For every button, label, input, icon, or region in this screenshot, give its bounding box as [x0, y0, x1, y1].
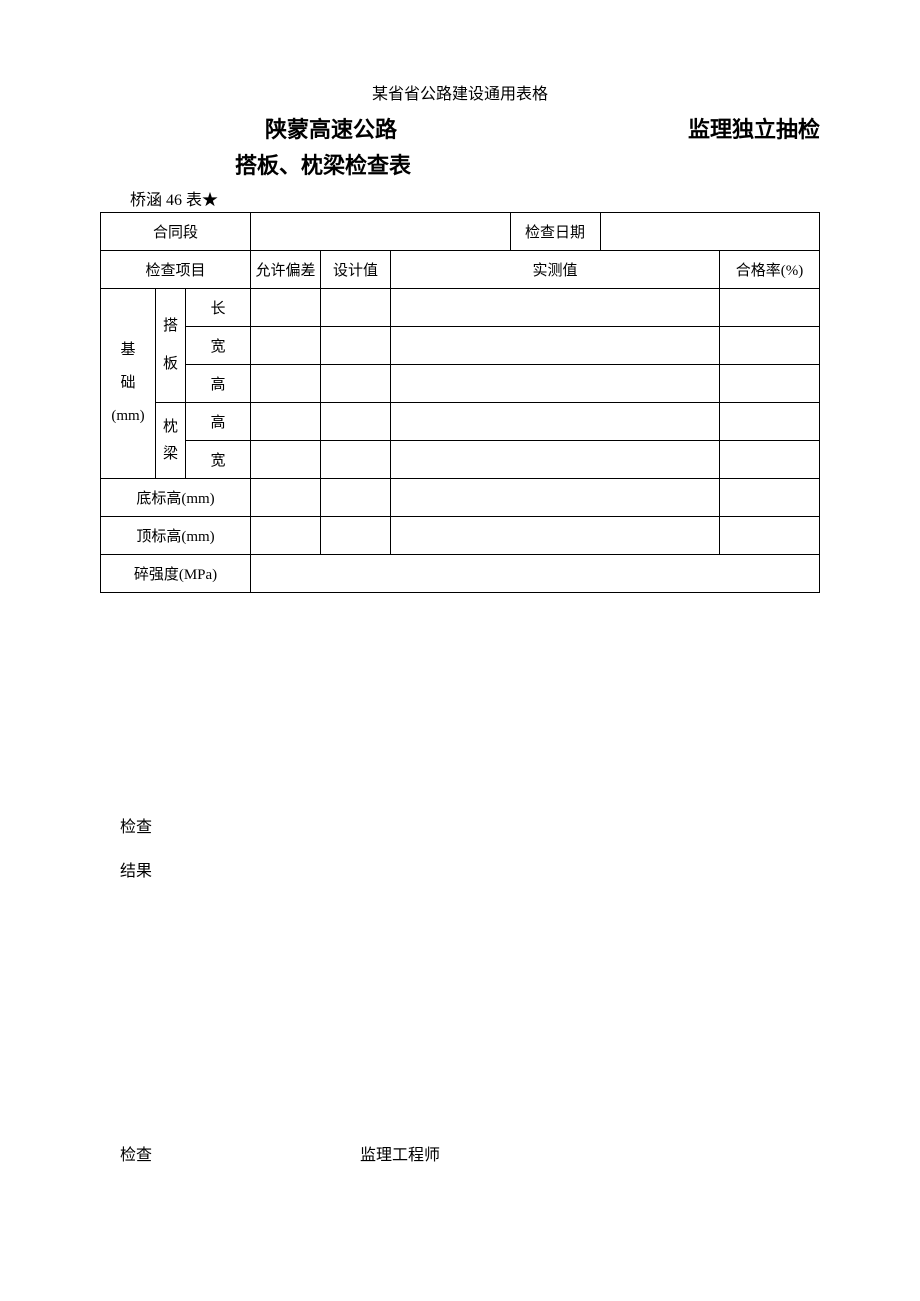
cell-value: [251, 403, 321, 441]
measured-value-header: 实测值: [391, 251, 720, 289]
cell-value: [321, 479, 391, 517]
cell-value: [720, 517, 820, 555]
title-right: 监理独立抽检: [688, 112, 820, 144]
cell-value: [391, 517, 720, 555]
slab-board-group: 搭板: [156, 289, 186, 403]
table-row: 高: [101, 365, 820, 403]
check-date-value: [600, 213, 820, 251]
cell-value: [251, 479, 321, 517]
cell-value: [720, 327, 820, 365]
cell-value: [251, 365, 321, 403]
slab-label: 搭: [163, 318, 178, 334]
cell-value: [391, 365, 720, 403]
document-header: 某省省公路建设通用表格: [100, 80, 820, 104]
cell-value: [391, 441, 720, 479]
check-item-header: 检查项目: [101, 251, 251, 289]
check-date-label: 检查日期: [510, 213, 600, 251]
item-bottom-elev: 底标高(mm): [101, 479, 251, 517]
pillow-label: 枕: [163, 419, 178, 435]
cell-value: [720, 441, 820, 479]
table-number-label: 桥涵 46 表★: [130, 186, 820, 210]
cell-value: [391, 403, 720, 441]
inspection-table: 合同段 检查日期 检查项目 允许偏差 设计值 实测值 合格率(%) 基础(mm)…: [100, 212, 820, 593]
cell-value: [321, 289, 391, 327]
beam-label: 梁: [163, 446, 178, 462]
contract-section-value: [251, 213, 511, 251]
table-row: 碎强度(MPa): [101, 555, 820, 593]
check-label: 检查: [120, 813, 820, 837]
table-row: 宽: [101, 327, 820, 365]
table-row: 基础(mm) 搭板 长: [101, 289, 820, 327]
table-row: 顶标高(mm): [101, 517, 820, 555]
foundation-label-1: 基: [120, 342, 135, 358]
result-block: 检查 结果: [120, 813, 820, 881]
pass-rate-header: 合格率(%): [720, 251, 820, 289]
foundation-label-2: 础(mm): [111, 375, 144, 424]
item-height: 高: [186, 403, 251, 441]
cell-value: [321, 517, 391, 555]
table-row: 检查项目 允许偏差 设计值 实测值 合格率(%): [101, 251, 820, 289]
cell-value: [251, 517, 321, 555]
cell-value: [251, 555, 820, 593]
cell-value: [251, 327, 321, 365]
item-width: 宽: [186, 327, 251, 365]
cell-value: [321, 327, 391, 365]
table-row: 宽: [101, 441, 820, 479]
board-label: 板: [163, 356, 178, 372]
table-row: 底标高(mm): [101, 479, 820, 517]
contract-section-label: 合同段: [101, 213, 251, 251]
item-width: 宽: [186, 441, 251, 479]
item-top-elev: 顶标高(mm): [101, 517, 251, 555]
item-strength: 碎强度(MPa): [101, 555, 251, 593]
foundation-group: 基础(mm): [101, 289, 156, 479]
cell-value: [720, 365, 820, 403]
cell-value: [720, 479, 820, 517]
cell-value: [720, 403, 820, 441]
table-row: 枕梁 高: [101, 403, 820, 441]
cell-value: [251, 289, 321, 327]
result-label: 结果: [120, 857, 820, 881]
cell-value: [391, 327, 720, 365]
pillow-beam-group: 枕梁: [156, 403, 186, 479]
title-main: 陕蒙高速公路: [265, 112, 397, 144]
item-height: 高: [186, 365, 251, 403]
tolerance-header: 允许偏差: [251, 251, 321, 289]
footer-row: 检查 监理工程师: [120, 1141, 820, 1165]
cell-value: [251, 441, 321, 479]
table-row: 合同段 检查日期: [101, 213, 820, 251]
cell-value: [391, 289, 720, 327]
supervisor-label: 监理工程师: [360, 1141, 440, 1165]
cell-value: [391, 479, 720, 517]
cell-value: [720, 289, 820, 327]
design-value-header: 设计值: [321, 251, 391, 289]
cell-value: [321, 441, 391, 479]
cell-value: [321, 403, 391, 441]
footer-check-label: 检查: [120, 1141, 360, 1165]
cell-value: [321, 365, 391, 403]
subtitle: 搭板、枕梁检查表: [235, 148, 820, 180]
item-length: 长: [186, 289, 251, 327]
title-row: 陕蒙高速公路 监理独立抽检: [100, 112, 820, 144]
